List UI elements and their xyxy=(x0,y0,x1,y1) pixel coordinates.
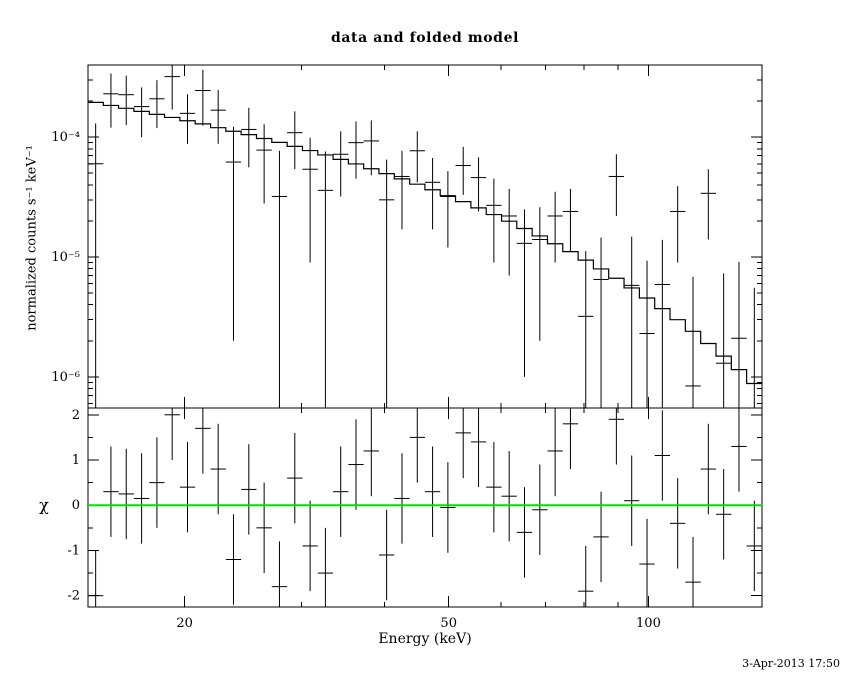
residual-points xyxy=(88,408,762,607)
y-tick-label-bottom: -2 xyxy=(67,589,80,604)
y-tick-label-bottom: -1 xyxy=(67,543,80,558)
plot-timestamp: 3-Apr-2013 17:50 xyxy=(742,657,840,670)
x-axis-label: Energy (keV) xyxy=(378,631,472,647)
y-tick-label-top: 10⁻⁶ xyxy=(51,370,80,385)
y-tick-label-top: 10⁻⁵ xyxy=(51,250,80,265)
y-axis-label-bottom: χ xyxy=(39,495,49,515)
y-tick-label-bottom: 0 xyxy=(72,498,80,513)
x-tick-label: 50 xyxy=(440,616,457,631)
y-tick-label-bottom: 1 xyxy=(72,453,80,468)
panel-frames xyxy=(87,64,763,608)
y-tick-label-bottom: 2 xyxy=(72,408,80,423)
x-tick-label: 20 xyxy=(176,616,193,631)
y-tick-label-top: 10⁻⁴ xyxy=(51,130,80,145)
data-points xyxy=(88,65,755,408)
axis-ticks xyxy=(88,65,762,607)
plot-title: data and folded model xyxy=(331,30,519,46)
x-tick-label: 100 xyxy=(636,616,661,631)
tick-labels: 20 50 100 10⁻⁴ 10⁻⁵ 10⁻⁶ 2 1 0 -1 -2 xyxy=(51,130,660,631)
model-line xyxy=(88,101,762,385)
